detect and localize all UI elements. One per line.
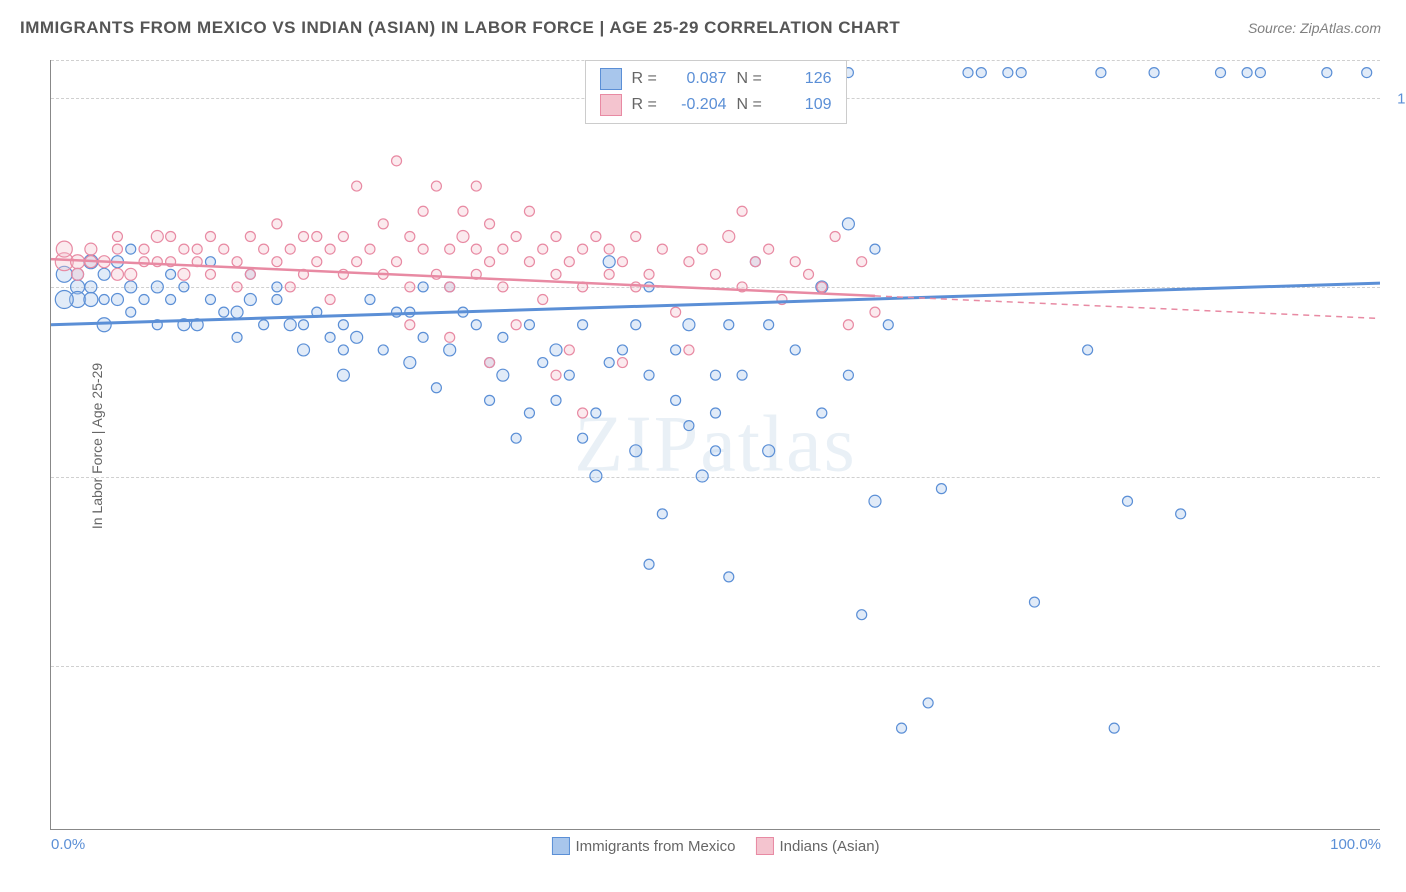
stats-value-n-0: 126 (777, 70, 832, 88)
stats-box: R = 0.087 N = 126 R = -0.204 N = 109 (585, 60, 847, 124)
stats-row-series-0: R = 0.087 N = 126 (600, 66, 832, 92)
xtick-label: 100.0% (1330, 836, 1381, 853)
stats-label-n: N = (737, 70, 767, 88)
legend-item-0: Immigrants from Mexico (551, 837, 735, 855)
stats-value-r-1: -0.204 (672, 96, 727, 114)
xtick-label: 0.0% (51, 836, 85, 853)
legend-label-1: Indians (Asian) (779, 838, 879, 855)
stats-swatch-1 (600, 94, 622, 116)
bottom-legend: Immigrants from Mexico Indians (Asian) (551, 837, 879, 855)
stats-label-r: R = (632, 70, 662, 88)
stats-value-r-0: 0.087 (672, 70, 727, 88)
ytick-label: 70.0% (1388, 469, 1406, 486)
stats-value-n-1: 109 (777, 96, 832, 114)
source-label: Source: ZipAtlas.com (1248, 20, 1381, 36)
trendline-layer (51, 60, 1380, 829)
ytick-label: 100.0% (1388, 90, 1406, 107)
legend-item-1: Indians (Asian) (755, 837, 879, 855)
trendline (51, 259, 875, 296)
legend-swatch-0 (551, 837, 569, 855)
ytick-label: 85.0% (1388, 280, 1406, 297)
stats-label-n: N = (737, 96, 767, 114)
legend-swatch-1 (755, 837, 773, 855)
stats-row-series-1: R = -0.204 N = 109 (600, 92, 832, 118)
legend-label-0: Immigrants from Mexico (575, 838, 735, 855)
trendline-extrapolated (875, 296, 1380, 319)
stats-swatch-0 (600, 68, 622, 90)
plot-area: ZIPatlas 55.0%70.0%85.0%100.0% R = 0.087… (50, 60, 1380, 830)
ytick-label: 55.0% (1388, 658, 1406, 675)
chart-title: IMMIGRANTS FROM MEXICO VS INDIAN (ASIAN)… (20, 18, 900, 38)
stats-label-r: R = (632, 96, 662, 114)
